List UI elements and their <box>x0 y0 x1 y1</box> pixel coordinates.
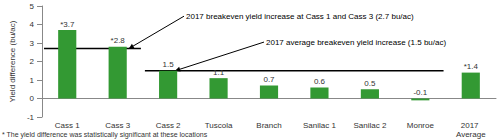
svg-text:Cass 3: Cass 3 <box>105 121 130 130</box>
svg-text:2017 average breakeven yield i: 2017 average breakeven yield increase (1… <box>266 38 446 47</box>
svg-text:Sanilac 1: Sanilac 1 <box>303 121 336 130</box>
svg-text:Branch: Branch <box>256 121 281 130</box>
svg-text:0.5: 0.5 <box>364 79 376 88</box>
svg-text:Sanilac 2: Sanilac 2 <box>353 121 386 130</box>
svg-text:2017 breakeven yield increase: 2017 breakeven yield increase at Cass 1 … <box>186 12 414 21</box>
svg-text:5: 5 <box>30 2 35 11</box>
svg-text:3: 3 <box>30 39 35 48</box>
svg-text:4: 4 <box>30 20 35 29</box>
svg-text:Average: Average <box>456 130 486 139</box>
svg-text:Cass 2: Cass 2 <box>156 121 181 130</box>
svg-text:*1.4: *1.4 <box>464 62 479 71</box>
svg-text:1.1: 1.1 <box>213 68 225 77</box>
svg-text:0.7: 0.7 <box>263 75 275 84</box>
svg-text:2017: 2017 <box>461 121 481 130</box>
svg-text:-0.1: -0.1 <box>413 88 427 97</box>
svg-text:Tuscola: Tuscola <box>205 121 233 130</box>
svg-text:0.6: 0.6 <box>314 77 326 86</box>
svg-text:-1: -1 <box>27 113 35 122</box>
svg-text:2: 2 <box>30 57 35 66</box>
svg-text:* The yield difference was sta: * The yield difference was statistically… <box>2 131 208 139</box>
svg-text:Monroe: Monroe <box>407 121 435 130</box>
svg-text:Cass 1: Cass 1 <box>55 121 80 130</box>
svg-text:*2.8: *2.8 <box>111 36 126 45</box>
svg-text:1.5: 1.5 <box>163 60 175 69</box>
svg-text:*3.7: *3.7 <box>60 20 75 29</box>
svg-text:0: 0 <box>30 94 35 103</box>
svg-text:Yield difference (bu/ac): Yield difference (bu/ac) <box>8 20 17 102</box>
svg-text:1: 1 <box>30 76 35 85</box>
